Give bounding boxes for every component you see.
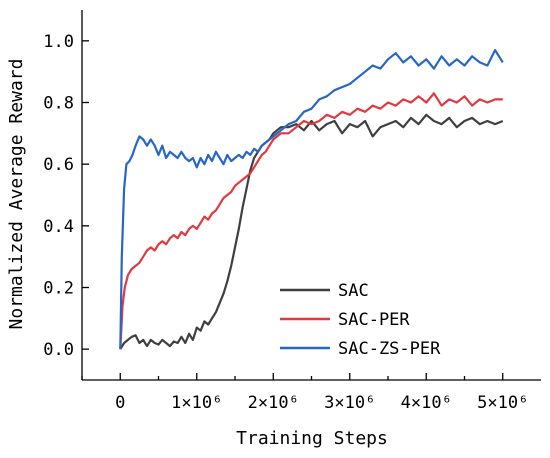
x-tick-label-5: 5×10⁶: [477, 393, 528, 413]
legend-label-sac-per: SAC-PER: [338, 310, 410, 330]
y-tick-label-4: 0.8: [43, 94, 74, 114]
x-tick-label-4: 4×10⁶: [401, 393, 452, 413]
y-tick-label-3: 0.6: [43, 155, 74, 175]
x-tick-label-0: 0: [115, 393, 125, 413]
series-line-sac: [119, 113, 504, 350]
x-tick-label-3: 3×10⁶: [324, 393, 375, 413]
y-axis-title: Normalized Average Reward: [6, 59, 27, 330]
legend-label-sac-zs-per: SAC-ZS-PER: [338, 339, 441, 359]
plot-lines: [119, 49, 504, 350]
legend: SAC SAC-PER SAC-ZS-PER: [280, 281, 441, 359]
y-tick-label-1: 0.2: [43, 279, 74, 299]
legend-label-sac: SAC: [338, 281, 369, 301]
series-line-sac-zs-per: [119, 49, 504, 350]
y-tick-label-2: 0.4: [43, 217, 74, 237]
x-axis-title: Training Steps: [236, 428, 388, 449]
x-tick-label-2: 2×10⁶: [248, 393, 299, 413]
y-tick-label-5: 1.0: [43, 32, 74, 52]
x-tick-label-1: 1×10⁶: [171, 393, 222, 413]
y-tick-label-0: 0.0: [43, 340, 74, 360]
axes: [81, 10, 541, 381]
series-line-sac-per: [119, 92, 503, 350]
ticks: 0.0 0.2 0.4 0.6 0.8 1.0 0 1×10⁶ 2×10⁶ 3×10⁶ 4×10⁶ 5…: [43, 32, 528, 413]
